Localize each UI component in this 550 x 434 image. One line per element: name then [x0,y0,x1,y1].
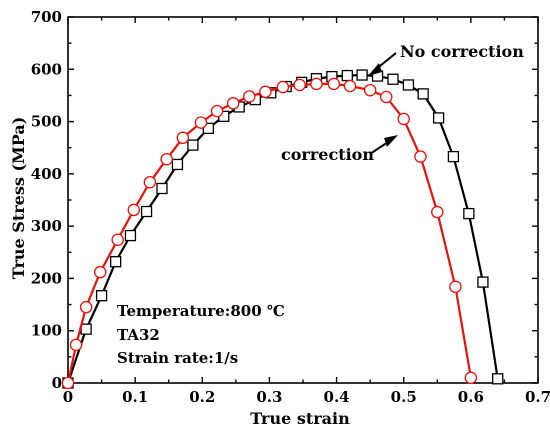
data-point-square [432,112,445,124]
data-point-square [492,373,504,385]
annotation-arrows [368,52,398,155]
data-point-circle [61,376,75,390]
y-tick-label: 600 [31,60,62,78]
material-label: TA32 [117,326,160,344]
data-point-circle [127,203,141,217]
x-tick-label: 0.4 [324,388,350,406]
y-tick-label: 400 [31,165,62,183]
data-point-square [171,158,184,171]
y-axis-label: True Stress (MPa) [9,117,28,280]
data-point-circle [310,77,323,91]
y-tick-label: 100 [31,322,62,340]
data-point-square [110,256,122,268]
x-tick-label: 0 [63,388,73,406]
data-point-square [140,205,153,218]
data-point-circle [160,152,173,166]
data-point-square [356,69,368,81]
data-point-square [124,229,137,242]
x-tick-label: 0.5 [391,388,417,406]
data-point-circle [464,371,478,385]
data-point-square [156,182,168,195]
data-point-square [95,290,108,302]
y-tick-label: 200 [31,269,62,287]
data-point-square [387,73,399,85]
data-point-circle [259,85,272,99]
y-tick-label: 0 [52,374,62,392]
data-point-circle [363,83,377,97]
temperature-label: Temperature:800 ℃ [117,302,285,320]
data-point-square [402,79,415,91]
data-point-square [417,88,429,100]
data-point-circle [414,150,427,163]
y-tick-label: 700 [31,8,62,26]
x-tick-label: 0.1 [122,388,148,406]
series-correction [61,77,478,390]
data-point-square [187,139,199,151]
x-tick-label: 0.2 [189,388,215,406]
data-point-circle [449,280,462,294]
x-axis-label: True strain [250,409,350,428]
correction-arrowhead [384,135,398,147]
data-point-circle [293,78,306,92]
no-correction-annotation: No correction [400,42,524,61]
data-point-square [463,207,475,220]
data-point-circle [243,90,256,103]
data-point-circle [111,233,124,246]
data-point-square [447,150,460,163]
data-series [61,69,504,390]
tick-labels: 0 0.1 0.2 0.3 0.4 0.5 0.6 0.7 0 100 200 300 400 500 60… [31,8,550,406]
axis-ticks [67,16,539,384]
data-point-circle [397,112,410,126]
data-point-square [80,323,92,335]
data-point-circle [343,79,357,93]
data-point-circle [93,265,107,279]
data-point-circle [176,131,190,145]
data-point-circle [431,205,444,219]
y-tick-label: 300 [31,217,62,235]
data-point-circle [210,104,224,118]
correction-annotation: correction [281,145,374,164]
y-tick-label: 500 [31,113,62,131]
x-tick-label: 0.6 [458,388,484,406]
x-tick-label: 0.3 [256,388,282,406]
data-point-circle [79,300,93,314]
data-point-circle [380,90,393,104]
no-correction-arrowhead [368,63,382,76]
data-point-square [341,69,353,82]
data-point-circle [327,77,341,91]
data-point-circle [226,97,240,110]
data-point-circle [276,80,290,94]
data-point-circle [69,338,83,352]
x-tick-label: 0.7 [525,388,550,406]
data-point-circle [194,116,208,129]
data-point-circle [143,175,157,189]
data-point-square [477,276,489,288]
strain-rate-label: Strain rate:1/s [117,349,238,367]
